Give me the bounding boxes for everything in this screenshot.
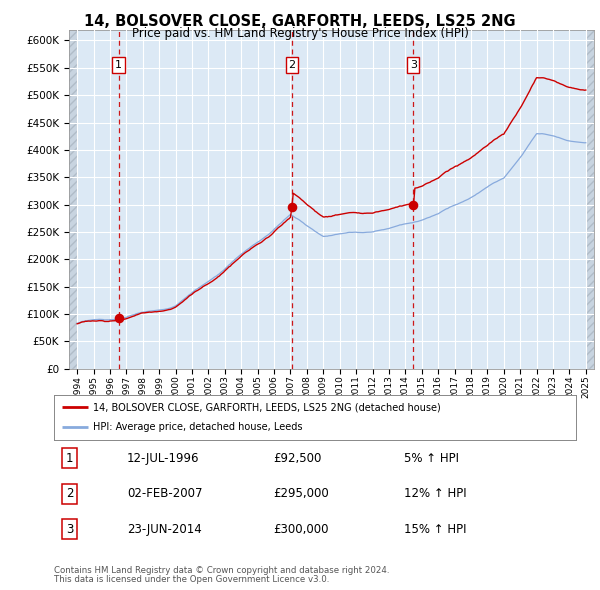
Text: 3: 3 [66, 523, 73, 536]
Text: 14, BOLSOVER CLOSE, GARFORTH, LEEDS, LS25 2NG: 14, BOLSOVER CLOSE, GARFORTH, LEEDS, LS2… [84, 14, 516, 29]
Text: This data is licensed under the Open Government Licence v3.0.: This data is licensed under the Open Gov… [54, 575, 329, 584]
Text: 5% ↑ HPI: 5% ↑ HPI [404, 452, 459, 465]
Text: 1: 1 [115, 60, 122, 70]
Text: Price paid vs. HM Land Registry's House Price Index (HPI): Price paid vs. HM Land Registry's House … [131, 27, 469, 40]
Text: £300,000: £300,000 [273, 523, 329, 536]
Bar [69, 30, 77, 369]
Text: 2: 2 [289, 60, 296, 70]
Text: 02-FEB-2007: 02-FEB-2007 [127, 487, 203, 500]
Text: 2: 2 [66, 487, 73, 500]
Text: 23-JUN-2014: 23-JUN-2014 [127, 523, 202, 536]
Text: 1: 1 [66, 452, 73, 465]
Bar [586, 30, 594, 369]
Point [409, 200, 418, 209]
Text: £295,000: £295,000 [273, 487, 329, 500]
Text: HPI: Average price, detached house, Leeds: HPI: Average price, detached house, Leed… [93, 422, 302, 432]
Point [287, 202, 297, 212]
Point [114, 313, 124, 323]
Text: £92,500: £92,500 [273, 452, 322, 465]
Text: 12% ↑ HPI: 12% ↑ HPI [404, 487, 466, 500]
Text: 3: 3 [410, 60, 417, 70]
Text: 15% ↑ HPI: 15% ↑ HPI [404, 523, 466, 536]
Text: Contains HM Land Registry data © Crown copyright and database right 2024.: Contains HM Land Registry data © Crown c… [54, 566, 389, 575]
Text: 12-JUL-1996: 12-JUL-1996 [127, 452, 200, 465]
Text: 14, BOLSOVER CLOSE, GARFORTH, LEEDS, LS25 2NG (detached house): 14, BOLSOVER CLOSE, GARFORTH, LEEDS, LS2… [93, 402, 441, 412]
